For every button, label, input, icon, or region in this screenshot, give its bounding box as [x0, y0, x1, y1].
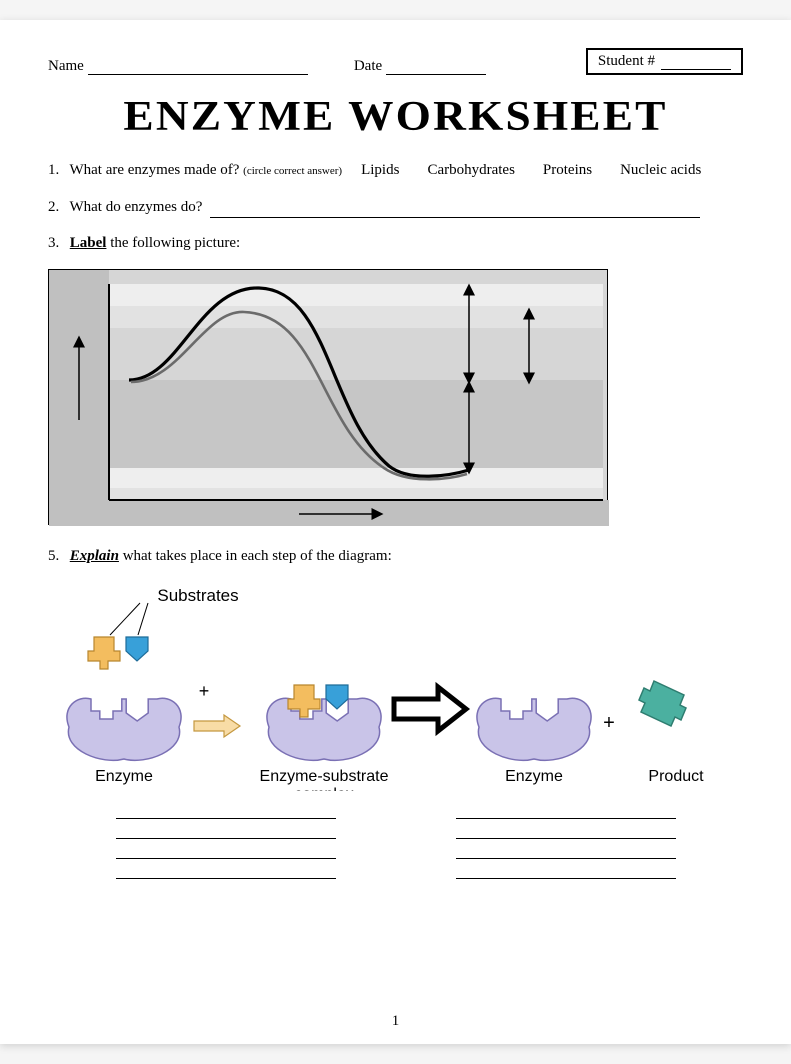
q5-number: 5.	[48, 545, 66, 568]
q1-choice[interactable]: Lipids	[361, 159, 399, 182]
blank-line[interactable]	[116, 843, 336, 859]
q2-blank[interactable]	[210, 204, 700, 218]
enzyme-diagram-svg: Substrates + + Enzyme Enzyme-substratecomple…	[44, 581, 744, 791]
student-label: Student #	[598, 53, 655, 70]
worksheet-title: ENZYME WORKSHEET	[20, 93, 771, 141]
date-group: Date	[354, 58, 486, 75]
svg-text:Enzyme: Enzyme	[505, 768, 563, 785]
date-label: Date	[354, 58, 382, 75]
svg-text:Enzyme-substrate: Enzyme-substrate	[260, 768, 389, 785]
q5-rest: what takes place in each step of the dia…	[119, 548, 392, 564]
q1-choice[interactable]: Carbohydrates	[427, 159, 514, 182]
enzyme-substrate-diagram: Substrates + + Enzyme Enzyme-substratecomple…	[44, 581, 744, 791]
q1-note: (circle correct answer)	[243, 165, 342, 177]
name-label: Name	[48, 58, 84, 75]
name-group: Name	[48, 58, 308, 75]
student-box: Student #	[586, 48, 743, 75]
blank-line[interactable]	[456, 863, 676, 879]
header-row: Name Date Student #	[48, 48, 743, 75]
svg-text:+: +	[603, 712, 615, 734]
q1-choice[interactable]: Nucleic acids	[620, 159, 701, 182]
question-2: 2. What do enzymes do?	[48, 196, 743, 219]
q1-text: What are enzymes made of?	[69, 162, 239, 178]
date-blank[interactable]	[386, 59, 486, 75]
blank-line[interactable]	[116, 823, 336, 839]
energy-diagram	[48, 269, 608, 525]
q1-number: 1.	[48, 159, 66, 182]
blank-line[interactable]	[456, 803, 676, 819]
q3-rest: the following picture:	[106, 235, 240, 251]
svg-text:Substrates: Substrates	[157, 586, 238, 605]
answer-blanks	[48, 803, 743, 883]
blank-line[interactable]	[456, 823, 676, 839]
svg-text:+: +	[199, 681, 210, 701]
blank-column-right	[456, 803, 676, 883]
student-blank[interactable]	[661, 56, 731, 70]
blank-column-left	[116, 803, 336, 883]
q1-choice[interactable]: Proteins	[543, 159, 592, 182]
worksheet-page: Name Date Student # ENZYME WORKSHEET 1. …	[0, 20, 791, 1044]
q5-explain-word: Explain	[70, 548, 119, 564]
svg-text:Enzyme: Enzyme	[95, 768, 153, 785]
blank-line[interactable]	[116, 803, 336, 819]
page-number: 1	[0, 1013, 791, 1030]
blank-line[interactable]	[116, 863, 336, 879]
name-blank[interactable]	[88, 59, 308, 75]
question-3: 3. Label the following picture:	[48, 232, 743, 255]
svg-text:complex: complex	[294, 786, 354, 791]
svg-text:Product: Product	[648, 768, 704, 785]
blank-line[interactable]	[456, 843, 676, 859]
q3-number: 3.	[48, 232, 66, 255]
q3-label-word: Label	[70, 235, 107, 251]
q2-text: What do enzymes do?	[69, 199, 202, 215]
energy-diagram-svg	[49, 270, 609, 526]
q1-choices: Lipids Carbohydrates Proteins Nucleic ac…	[361, 159, 701, 182]
question-5: 5. Explain what takes place in each step…	[48, 545, 743, 568]
q2-number: 2.	[48, 196, 66, 219]
question-1: 1. What are enzymes made of? (circle cor…	[48, 159, 743, 182]
